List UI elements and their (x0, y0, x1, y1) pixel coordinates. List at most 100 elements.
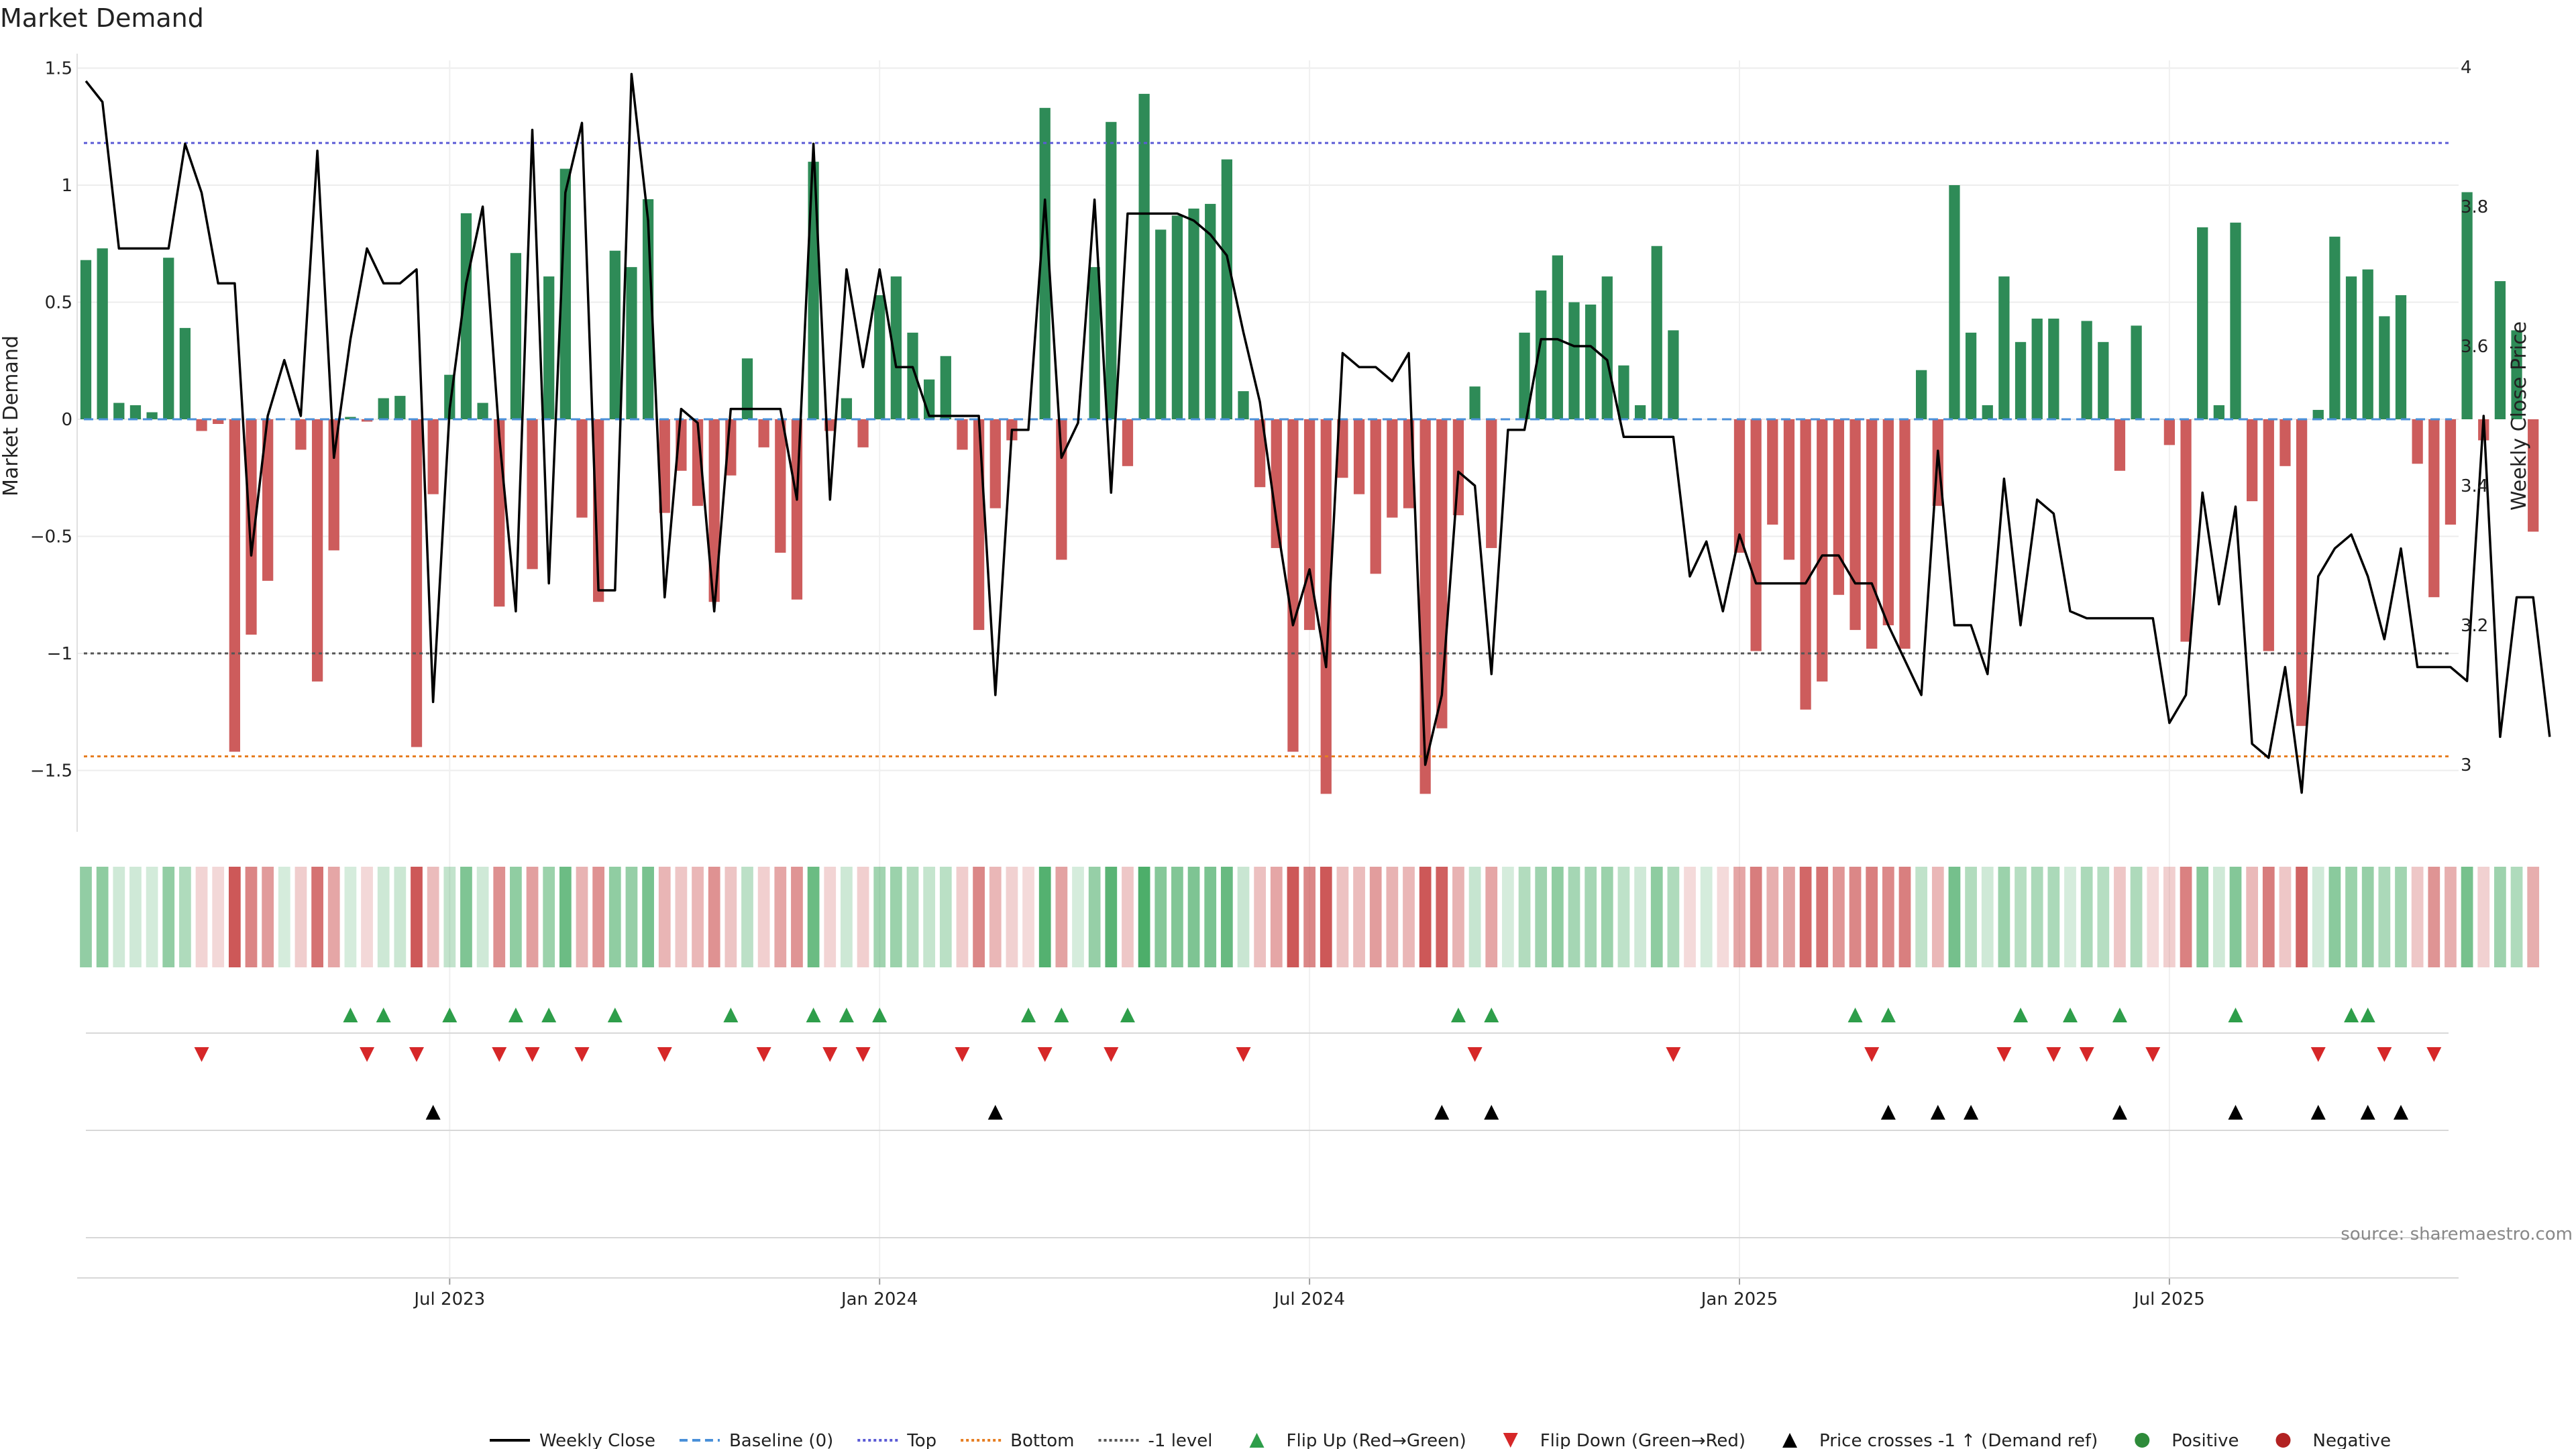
price-cross-marker (425, 1105, 441, 1120)
legend-item: Bottom (961, 1431, 1075, 1449)
demand-bar (642, 199, 654, 419)
demand-bar (593, 419, 604, 602)
flip-up-marker (2228, 1008, 2243, 1022)
legend-item: Price crosses -1 ↑ (Demand ref) (1782, 1431, 2098, 1449)
flip-down-marker (360, 1047, 375, 1062)
y-tick-label: −0.5 (30, 527, 72, 547)
demand-bar (659, 419, 670, 513)
heat-cell (890, 867, 902, 967)
flip-down-marker (1104, 1047, 1119, 1062)
flip-down-marker (1467, 1047, 1483, 1062)
flip-down-marker (2145, 1047, 2161, 1062)
heat-cell (906, 867, 919, 967)
demand-bar (328, 419, 339, 551)
demand-bar (989, 419, 1001, 508)
legend-swatch (1503, 1433, 1518, 1448)
heat-cell (923, 867, 936, 967)
demand-bar (2163, 419, 2176, 445)
price-cross-marker (1930, 1105, 1945, 1120)
y2-tick-label: 3.2 (2461, 616, 2488, 636)
heat-cell (658, 867, 671, 967)
demand-bar (2296, 419, 2308, 727)
price-cross-marker (1484, 1105, 1499, 1120)
flip-up-marker (442, 1008, 458, 1022)
x-tick-label: Jul 2024 (1273, 1289, 1345, 1309)
flip-up-marker (376, 1008, 391, 1022)
heat-cell (1038, 867, 1051, 967)
flip-down-marker (855, 1047, 871, 1062)
demand-bar (1651, 246, 1662, 419)
demand-bar (1370, 419, 1381, 574)
demand-bar (1668, 330, 1679, 419)
heat-cell (1369, 867, 1382, 967)
heat-cell (311, 867, 323, 967)
demand-bar (808, 162, 819, 419)
demand-bar (1601, 276, 1613, 419)
heat-cell (2428, 867, 2440, 967)
demand-bar (1271, 419, 1282, 548)
flip-down-marker (574, 1047, 590, 1062)
demand-bar (163, 258, 174, 419)
y2-tick-label: 3.4 (2461, 476, 2488, 496)
demand-bar (841, 398, 853, 419)
heat-cell (179, 867, 191, 967)
demand-bar (1849, 419, 1861, 631)
demand-bar (295, 419, 307, 450)
heat-cell (708, 867, 720, 967)
demand-bar (2263, 419, 2274, 651)
demand-bar (1767, 419, 1778, 525)
demand-bar (2114, 419, 2126, 471)
demand-bar (1287, 419, 1299, 752)
heat-cell (1833, 867, 1845, 967)
y2-tick-label: 4 (2461, 58, 2472, 78)
legend-item: Positive (2135, 1431, 2239, 1449)
flip-up-marker (723, 1008, 739, 1022)
demand-bar (460, 213, 472, 419)
demand-bar (394, 396, 406, 419)
demand-bar (2197, 227, 2208, 419)
heat-cell (1816, 867, 1829, 967)
heat-cell (625, 867, 638, 967)
heat-cell (344, 867, 357, 967)
heat-cell (2031, 867, 2043, 967)
x-tick-label: Jan 2025 (1700, 1289, 1778, 1309)
demand-bar (1106, 121, 1117, 419)
heat-cell (1866, 867, 1878, 967)
flip-up-marker (541, 1008, 557, 1022)
price-cross-marker (2360, 1105, 2375, 1120)
axes: 1.5 1 0.5 0 −0.5 −1 −1.5 4 3.8 3.6 3.4 3.2 3 Jul 2023… (30, 54, 2488, 1309)
heat-cell (857, 867, 869, 967)
demand-bar (1866, 419, 1878, 649)
heat-cell (1518, 867, 1531, 967)
demand-bar (2247, 419, 2258, 502)
heat-cell (1502, 867, 1514, 967)
heat-cell (1617, 867, 1630, 967)
demand-bar (2329, 236, 2341, 419)
price-line-layer (85, 72, 2551, 794)
demand-bar (1469, 386, 1481, 419)
flip-up-marker (343, 1008, 358, 1022)
legend-label: Weekly Close (539, 1431, 655, 1449)
heat-cell (129, 867, 142, 967)
legend-label: Positive (2171, 1431, 2239, 1449)
heat-cell (1220, 867, 1233, 967)
legend-label: Bottom (1010, 1431, 1074, 1449)
heat-cell (2246, 867, 2259, 967)
demand-bar (411, 419, 423, 747)
heat-cell (294, 867, 307, 967)
demand-bar (1519, 332, 1530, 419)
source-note: source: sharemaestro.com (2341, 1224, 2573, 1244)
heat-cell (1750, 867, 1762, 967)
heat-cell (1915, 867, 1928, 967)
demand-bar (1254, 419, 1266, 488)
flip-down-marker (1236, 1047, 1251, 1062)
heat-cell (1237, 867, 1250, 967)
flip-up-marker (1054, 1008, 1069, 1022)
flip-up-marker (2063, 1008, 2078, 1022)
heat-strip (80, 867, 2540, 967)
demand-bar (1452, 419, 1464, 516)
demand-bar (1337, 419, 1348, 478)
legend-label: Negative (2313, 1431, 2392, 1449)
demand-bar (213, 419, 224, 424)
heat-cell (2361, 867, 2374, 967)
